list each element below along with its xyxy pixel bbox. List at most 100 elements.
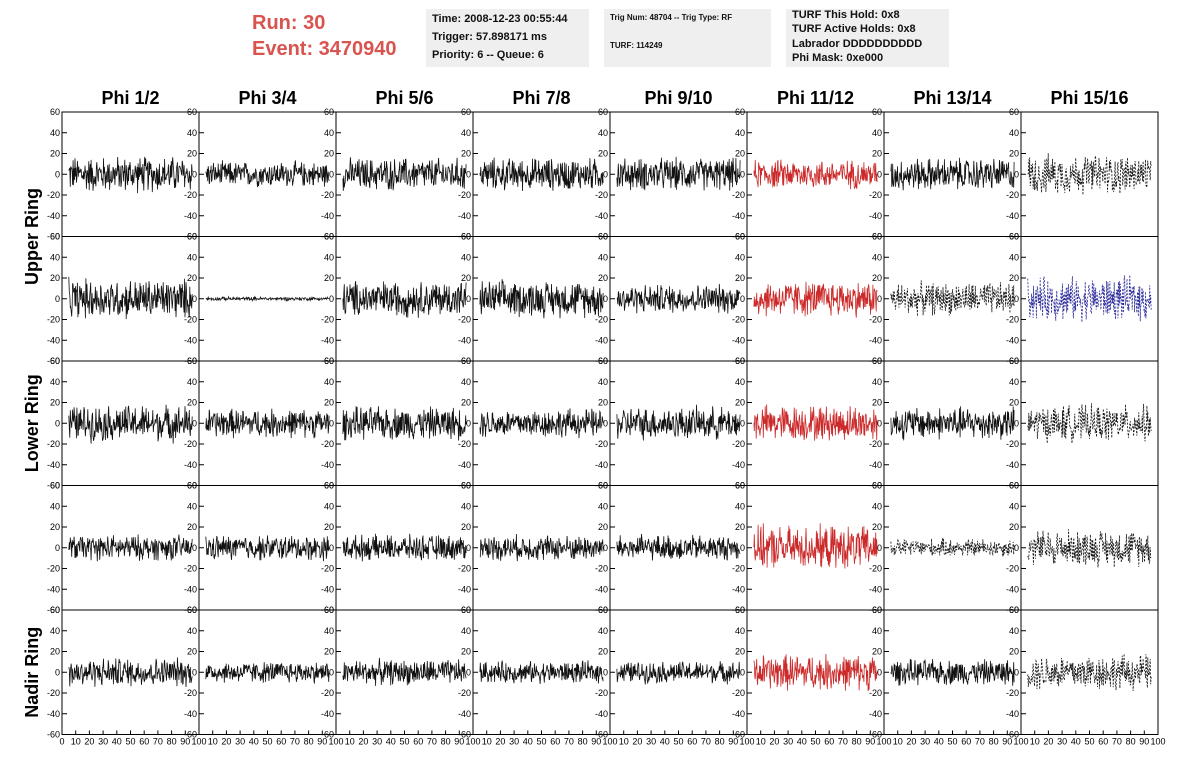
y-tick-label: 40 — [461, 128, 471, 138]
y-tick-label: 40 — [735, 377, 745, 387]
x-tick-label: 10 — [619, 737, 629, 747]
y-tick-label: 40 — [461, 377, 471, 387]
x-tick-label: 100 — [328, 737, 343, 747]
y-tick-label: 60 — [735, 481, 745, 491]
x-tick-label: 100 — [876, 737, 891, 747]
x-tick-label: 70 — [153, 737, 163, 747]
x-tick-label: 70 — [975, 737, 985, 747]
x-tick-label: 30 — [235, 737, 245, 747]
y-tick-label: 0 — [740, 667, 745, 677]
y-tick-label: 0 — [603, 294, 608, 304]
time-info-box: Time: 2008-12-23 00:55:44 Trigger: 57.89… — [426, 9, 589, 67]
y-tick-label: 20 — [187, 149, 197, 159]
waveform-trace — [890, 280, 1015, 317]
y-tick-label: -20 — [869, 439, 882, 449]
y-tick-label: -20 — [1006, 688, 1019, 698]
x-tick-label: 100 — [465, 737, 480, 747]
y-tick-label: -60 — [595, 730, 608, 740]
y-tick-label: -40 — [321, 460, 334, 470]
y-tick-label: -40 — [47, 584, 60, 594]
y-tick-label: -40 — [869, 211, 882, 221]
y-tick-label: 40 — [50, 252, 60, 262]
y-tick-label: 60 — [735, 605, 745, 615]
y-tick-label: -20 — [458, 688, 471, 698]
waveform-trace — [753, 159, 878, 190]
y-tick-label: 0 — [329, 169, 334, 179]
y-tick-label: 0 — [603, 543, 608, 553]
y-tick-label: -40 — [595, 211, 608, 221]
ring-label: Nadir Ring — [22, 627, 42, 718]
y-tick-label: -20 — [47, 564, 60, 574]
y-tick-label: 40 — [598, 252, 608, 262]
y-tick-label: 0 — [329, 667, 334, 677]
x-tick-label: 40 — [112, 737, 122, 747]
x-tick-label: 60 — [961, 737, 971, 747]
x-tick-label: 90 — [1002, 737, 1012, 747]
y-tick-label: 40 — [1009, 252, 1019, 262]
x-tick-label: 90 — [591, 737, 601, 747]
y-tick-label: -60 — [1006, 730, 1019, 740]
y-tick-label: 60 — [735, 356, 745, 366]
y-tick-label: 60 — [461, 605, 471, 615]
y-tick-label: 40 — [1009, 626, 1019, 636]
y-tick-label: 60 — [1009, 107, 1019, 117]
x-tick-label: 10 — [756, 737, 766, 747]
waveform-trace — [479, 279, 604, 319]
waveform-trace — [68, 657, 193, 688]
y-tick-label: 60 — [872, 481, 882, 491]
waveform-trace — [205, 535, 330, 562]
y-tick-label: 20 — [50, 273, 60, 283]
y-tick-label: -60 — [47, 481, 60, 491]
waveform-trace — [479, 533, 604, 562]
y-tick-label: 20 — [324, 522, 334, 532]
y-tick-label: -20 — [1006, 564, 1019, 574]
x-tick-label: 30 — [920, 737, 930, 747]
y-tick-label: 60 — [461, 356, 471, 366]
y-tick-label: 20 — [1009, 273, 1019, 283]
y-tick-label: -40 — [595, 460, 608, 470]
waveform-trace — [342, 533, 467, 562]
waveform-trace — [890, 406, 1015, 441]
y-tick-label: -20 — [732, 439, 745, 449]
turf-hold-text: TURF This Hold: 0x8 — [792, 9, 900, 21]
y-tick-label: 0 — [192, 667, 197, 677]
x-tick-label: 20 — [221, 737, 231, 747]
turf-info-box: TURF This Hold: 0x8 TURF Active Holds: 0… — [786, 9, 949, 67]
column-header: Phi 13/14 — [913, 88, 991, 108]
y-tick-label: -40 — [869, 584, 882, 594]
waveform-trace — [753, 404, 878, 441]
y-tick-label: -40 — [1006, 584, 1019, 594]
y-tick-label: 40 — [872, 377, 882, 387]
y-tick-label: -20 — [595, 564, 608, 574]
y-tick-label: 20 — [598, 149, 608, 159]
y-tick-label: 60 — [187, 107, 197, 117]
y-tick-label: 60 — [872, 356, 882, 366]
y-tick-label: -60 — [458, 730, 471, 740]
y-tick-label: 0 — [466, 543, 471, 553]
y-tick-label: 40 — [1009, 377, 1019, 387]
y-tick-label: 0 — [877, 667, 882, 677]
y-tick-label: 20 — [735, 647, 745, 657]
y-tick-label: 0 — [740, 294, 745, 304]
x-tick-label: 10 — [893, 737, 903, 747]
turf-active-text: TURF Active Holds: 0x8 — [792, 23, 916, 35]
y-tick-label: -40 — [458, 709, 471, 719]
x-tick-label: 30 — [646, 737, 656, 747]
y-tick-label: 0 — [466, 418, 471, 428]
y-tick-label: -40 — [1006, 709, 1019, 719]
y-tick-label: -20 — [732, 190, 745, 200]
x-tick-label: 60 — [139, 737, 149, 747]
y-tick-label: -40 — [321, 335, 334, 345]
y-tick-label: 0 — [740, 418, 745, 428]
x-tick-label: 50 — [1084, 737, 1094, 747]
x-tick-label: 60 — [413, 737, 423, 747]
x-tick-label: 40 — [523, 737, 533, 747]
waveform-trace — [68, 156, 193, 194]
y-tick-label: -40 — [869, 335, 882, 345]
waveform-trace — [342, 281, 467, 318]
y-tick-label: 40 — [461, 626, 471, 636]
y-tick-label: 40 — [50, 128, 60, 138]
waveform-trace — [1027, 274, 1152, 323]
ring-label: Upper Ring — [22, 188, 42, 285]
x-tick-label: 20 — [84, 737, 94, 747]
